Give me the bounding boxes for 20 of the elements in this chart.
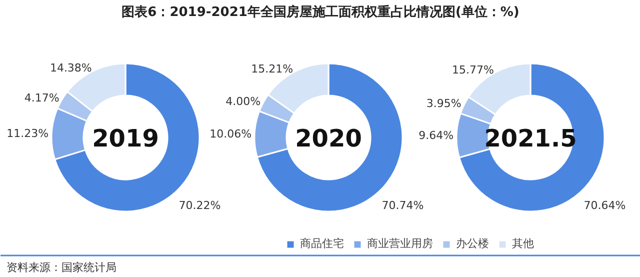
text: 2020 [295, 124, 362, 152]
data-label: 15.21% [251, 62, 294, 76]
text: 图表6：2019-2021年全国房屋施工面积权重占比情况图(单位：%) [122, 4, 520, 20]
data-label: 11.23% [6, 126, 49, 140]
data-label: 70.22% [178, 199, 221, 212]
data-label: 70.64% [584, 199, 626, 212]
data-label: 15.77% [452, 63, 494, 76]
text: 资料来源：国家统计局 [6, 261, 116, 274]
text: 2019 [92, 124, 159, 152]
data-label: 4.17% [24, 92, 60, 105]
data-label: 14.38% [50, 62, 92, 75]
data-label: 9.64% [418, 128, 454, 142]
legend-label: 其他 [512, 236, 534, 251]
legend-label: 商品住宅 [300, 236, 344, 251]
data-label: 70.74% [382, 199, 424, 212]
data-label: 3.95% [426, 97, 462, 110]
legend-label: 办公楼 [456, 236, 489, 251]
legend-label: 商业营业用房 [367, 236, 433, 251]
data-label: 4.00% [226, 94, 261, 108]
data-label: 10.06% [210, 127, 252, 140]
